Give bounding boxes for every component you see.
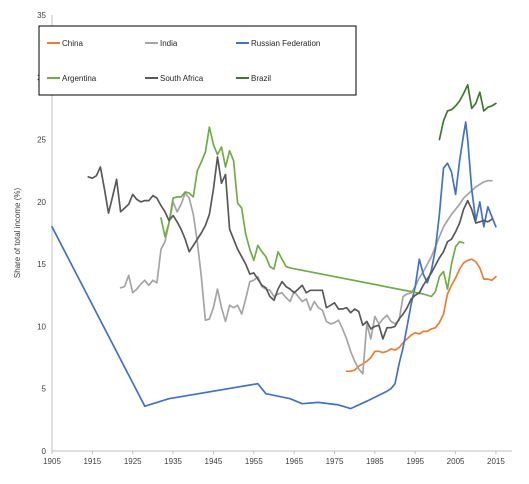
y-tick-label: 5 [42, 385, 47, 394]
legend-label-brazil: Brazil [251, 74, 271, 83]
series-line-china [345, 258, 497, 373]
legend-label-russian-federation: Russian Federation [251, 39, 320, 48]
x-tick-label: 1995 [406, 457, 424, 466]
legend-label-china: China [62, 39, 83, 48]
x-tick-label: 1915 [83, 457, 101, 466]
y-tick-label: 0 [42, 447, 47, 456]
series-line-india [119, 179, 493, 375]
x-tick-label: 1965 [285, 457, 303, 466]
series-line-south-africa [87, 156, 493, 340]
x-tick-label: 1935 [164, 457, 182, 466]
series-line-brazil [438, 83, 497, 141]
y-tick-label: 10 [37, 322, 46, 331]
series-layer [51, 83, 497, 410]
x-tick-label: 1945 [205, 457, 223, 466]
legend-label-argentina: Argentina [62, 74, 97, 83]
legend: China India Russian Federation Argentina Sou… [38, 25, 357, 96]
y-tick-label: 25 [37, 136, 46, 145]
x-tick-label: 1955 [245, 457, 263, 466]
x-tick-label: 2005 [447, 457, 465, 466]
y-tick-label: 15 [37, 260, 46, 269]
y-axis-title: Share of total income (%) [13, 188, 22, 279]
x-axis: 1905 1915 1925 1935 1945 1955 1965 1975 1985 1995… [43, 451, 505, 466]
legend-box [38, 25, 357, 96]
series-line-russian-federation [51, 121, 497, 410]
x-tick-label: 1905 [43, 457, 61, 466]
y-tick-label: 35 [37, 11, 46, 20]
legend-label-south-africa: South Africa [160, 74, 204, 83]
legend-label-india: India [160, 39, 178, 48]
x-tick-label: 2015 [487, 457, 505, 466]
x-tick-label: 1985 [366, 457, 384, 466]
x-tick-label: 1975 [326, 457, 344, 466]
series-line-argentina [160, 126, 465, 298]
y-tick-label: 20 [37, 198, 46, 207]
x-tick-label: 1925 [124, 457, 142, 466]
